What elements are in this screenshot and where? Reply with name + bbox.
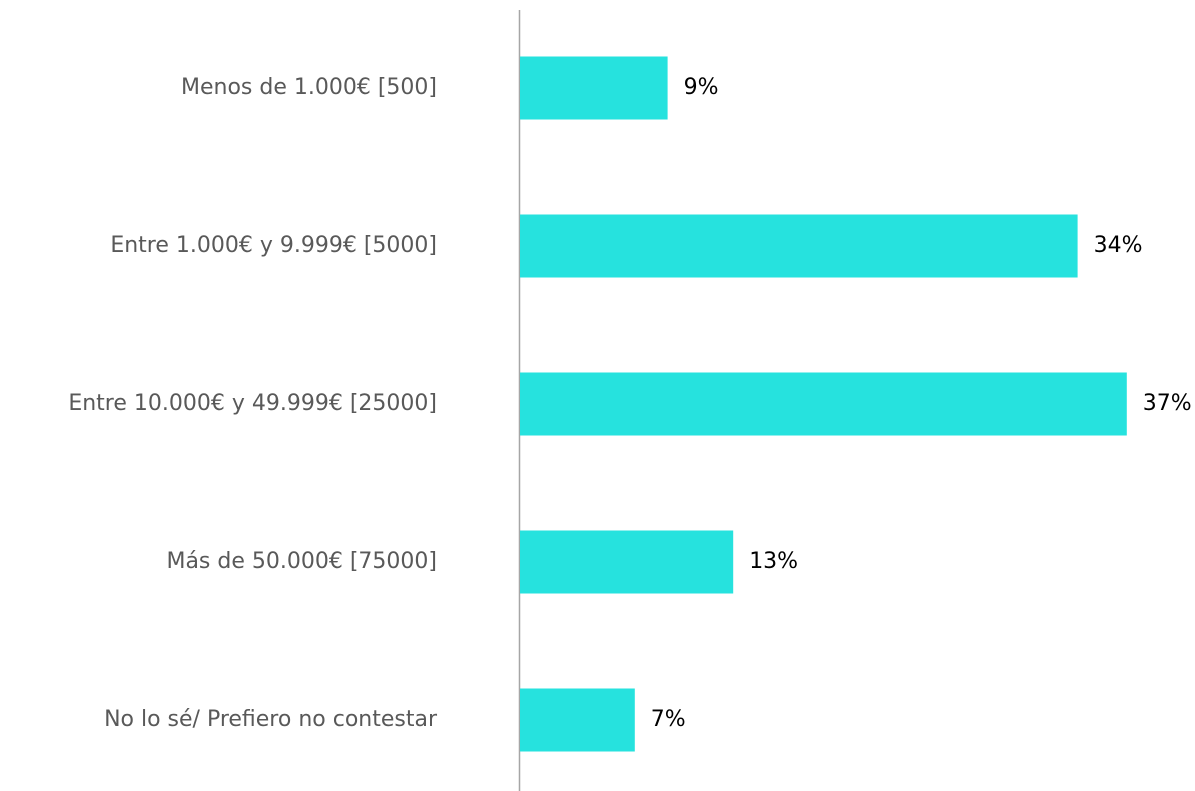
bar xyxy=(520,372,1127,436)
category-label: Entre 1.000€ y 9.999€ [5000] xyxy=(110,233,437,258)
category-label: Menos de 1.000€ [500] xyxy=(181,75,437,100)
value-label: 7% xyxy=(651,707,686,732)
category-label: No lo sé/ Prefiero no contestar xyxy=(104,707,438,732)
bar xyxy=(520,56,668,120)
bar xyxy=(520,530,734,594)
category-label: Entre 10.000€ y 49.999€ [25000] xyxy=(68,391,437,416)
bar xyxy=(520,688,635,752)
category-label: Más de 50.000€ [75000] xyxy=(166,549,437,574)
bar xyxy=(520,214,1078,278)
value-label: 34% xyxy=(1094,233,1143,258)
value-label: 9% xyxy=(684,75,719,100)
value-label: 13% xyxy=(749,549,798,574)
value-label: 37% xyxy=(1143,391,1192,416)
